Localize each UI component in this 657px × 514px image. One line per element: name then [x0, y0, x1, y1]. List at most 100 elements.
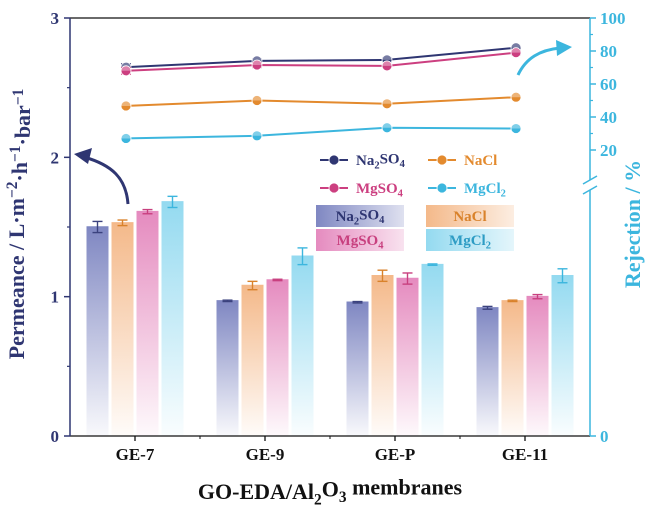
point-mgcl2-ge-9 — [251, 130, 263, 142]
x-axis-title-part: O — [322, 477, 339, 502]
point-highlight-mgcl2-ge-11 — [511, 123, 521, 129]
point-highlight-mgcl2-ge-p — [382, 122, 392, 128]
left-axis-title-part: Permeance / L·m — [4, 198, 29, 359]
axis-break-mark — [582, 185, 598, 195]
right-tick-label: 100 — [600, 9, 626, 28]
legend-label-bar-na2so4-part: SO — [359, 207, 379, 223]
bar-mgcl2-ge-11 — [551, 275, 574, 436]
point-nacl-ge-11 — [510, 91, 522, 103]
x-tick-label-ge-7: GE-7 — [116, 445, 155, 464]
x-axis-title-part: 2 — [314, 491, 322, 508]
bar-na2so4-ge-p — [346, 302, 369, 436]
legend-label-line-mgcl2-part: 2 — [501, 189, 506, 200]
point-highlight-nacl-ge-9 — [252, 95, 262, 101]
legend-label-line-na2so4: Na2SO4 — [356, 151, 406, 171]
x-axis-title-part: GO-EDA/Al — [198, 479, 314, 504]
bar-mgcl2-ge-p — [421, 264, 444, 436]
left-tick-label: 2 — [51, 148, 60, 167]
x-tick-label-ge-9: GE-9 — [246, 445, 285, 464]
arrow-to-right-axis-head — [556, 40, 572, 56]
point-highlight-na2so4-ge-9 — [252, 55, 262, 61]
right-axis-title: Rejection / % — [620, 160, 645, 288]
legend-marker-na2so4 — [328, 154, 340, 166]
bar-mgso4-ge-7 — [136, 211, 159, 436]
point-highlight-mgso4-ge-7 — [121, 65, 131, 71]
legend-marker-mgcl2 — [436, 182, 448, 194]
point-highlight-na2so4-ge-p — [382, 54, 392, 60]
right-tick-label: 40 — [600, 108, 617, 127]
left-tick-label: 1 — [51, 288, 60, 307]
legend-label-line-mgso4-part: MgSO — [356, 181, 398, 197]
point-mgso4-ge-9 — [251, 59, 263, 71]
legend-label-line-mgso4-part: 4 — [398, 189, 404, 200]
left-axis-title-part: −1 — [10, 89, 27, 105]
line-layer — [120, 42, 522, 144]
legend-label-bar-mgso4: MgSO4 — [337, 233, 385, 252]
legend-label-bar-na2so4-part: Na — [336, 209, 355, 225]
bar-na2so4-ge-7 — [86, 227, 109, 436]
left-axis-title-part: ·bar — [10, 105, 35, 146]
axes-layer: 0 1 2 3 0 20 40 60 80 100 GE-7 GE-9 GE-P GE-11 — [51, 9, 626, 464]
bar-mgso4-ge-11 — [526, 296, 549, 436]
legend-label-line-na2so4-part: 2 — [374, 161, 379, 172]
bar-mgcl2-ge-7 — [161, 201, 184, 436]
line-na2so4 — [125, 46, 517, 69]
x-axis-title-part: membranes — [347, 474, 463, 499]
bar-mgso4-ge-9 — [266, 279, 289, 436]
point-mgso4-ge-p — [381, 60, 393, 72]
legend-swatch-na2so4 — [316, 205, 404, 227]
point-highlight-mgso4-ge-9 — [252, 60, 262, 66]
bar-nacl-ge-9 — [241, 285, 264, 436]
bar-layer — [86, 195, 574, 436]
arrow-to-left-axis-head — [74, 148, 92, 164]
x-axis-title: GO-EDA/Al2O3 membranes — [198, 474, 463, 508]
bar-na2so4-ge-11 — [476, 307, 499, 436]
legend-label-line-mgso4: MgSO4 — [356, 181, 404, 200]
x-tick-label-ge-11: GE-11 — [502, 445, 548, 464]
legend-label-line-nacl-part: NaCl — [464, 153, 497, 169]
right-tick-label: 80 — [600, 42, 617, 61]
legend-swatch-nacl — [426, 205, 514, 227]
x-axis-title-part: 3 — [339, 489, 347, 506]
bar-nacl-ge-p — [371, 275, 394, 436]
bar-mgcl2-ge-9 — [291, 256, 314, 436]
legend-label-bar-na2so4-part: 2 — [354, 217, 359, 228]
legend-label-bar-na2so4: Na2SO4 — [336, 207, 386, 227]
legend-label-bar-mgcl2-part: 2 — [486, 241, 491, 252]
line-mgso4 — [125, 51, 517, 72]
legend-label-bar-mgcl2: MgCl2 — [449, 233, 491, 252]
bar-nacl-ge-7 — [111, 222, 134, 436]
legend-label-line-na2so4-part: 4 — [400, 159, 406, 170]
legend-swatch-mgso4 — [316, 229, 404, 251]
legend-label-bar-nacl-part: NaCl — [453, 209, 486, 225]
bar-na2so4-ge-9 — [216, 300, 239, 436]
legend-marker-mgso4 — [328, 182, 340, 194]
right-tick-label: 60 — [600, 75, 617, 94]
legend-label-bar-nacl: NaCl — [453, 209, 486, 225]
right-tick-label: 20 — [600, 141, 617, 160]
bar-nacl-ge-11 — [501, 300, 524, 436]
point-highlight-nacl-ge-11 — [511, 92, 521, 98]
left-tick-label: 0 — [51, 427, 60, 446]
point-mgcl2-ge-7 — [120, 133, 132, 144]
point-highlight-na2so4-ge-7 — [121, 62, 131, 68]
legend-swatch-mgcl2 — [426, 229, 514, 251]
left-axis-title-part: ·h — [7, 162, 32, 182]
bar-mgso4-ge-p — [396, 278, 419, 436]
legend-label-line-mgcl2-part: MgCl — [464, 181, 501, 197]
point-mgcl2-ge-p — [381, 122, 393, 134]
line-nacl — [125, 96, 517, 107]
legend-label-line-na2so4-part: Na — [356, 153, 375, 169]
point-nacl-ge-9 — [251, 95, 263, 106]
arrow-to-right-axis — [516, 46, 561, 76]
legend-label-bar-mgso4-part: 4 — [378, 241, 384, 252]
point-highlight-na2so4-ge-11 — [511, 42, 521, 48]
point-mgcl2-ge-11 — [510, 123, 522, 134]
legend-label-line-mgcl2: MgCl2 — [464, 181, 506, 200]
legend-label-bar-mgcl2-part: MgCl — [449, 233, 486, 249]
axis-break-mark — [582, 175, 598, 185]
point-nacl-ge-7 — [120, 100, 132, 112]
